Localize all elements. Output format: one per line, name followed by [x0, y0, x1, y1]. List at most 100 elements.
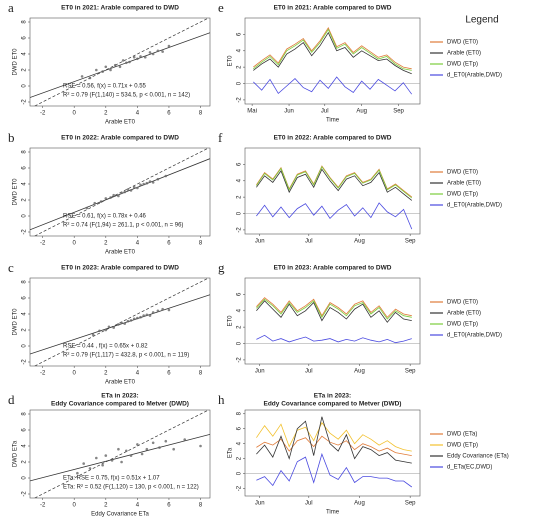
plot-frame [244, 17, 421, 105]
legend-label: Eddy Covariance (ETa) [447, 454, 509, 460]
y-tick-label: 0 [237, 341, 243, 345]
x-tick-label: Jul [305, 501, 313, 507]
series-line [253, 26, 412, 70]
legend-label: d_ET0(Arable,DWD) [447, 73, 502, 79]
plot-layer [30, 148, 210, 236]
point [123, 190, 127, 194]
point [104, 454, 108, 457]
plot-frame [244, 277, 421, 365]
y-tick-label: -2 [22, 491, 28, 497]
point [85, 206, 89, 210]
point [129, 454, 133, 457]
x-tick-label: Jun [284, 109, 294, 115]
y-tick-label: 2 [237, 65, 243, 69]
point [139, 315, 142, 319]
legend-title: Legend [465, 15, 498, 26]
point [82, 462, 85, 465]
plot-frame [244, 409, 421, 497]
x-tick-label: Aug [356, 109, 367, 115]
point [120, 191, 123, 195]
annotation: RSE = 0.44 , f(x) = 0.65x + 0.82 [63, 344, 148, 350]
plot-layer [245, 165, 420, 230]
x-tick-label: 8 [199, 503, 203, 509]
point [117, 194, 120, 198]
y-axis-label: DWD ETa [13, 440, 19, 467]
x-axis-label: Eddy Covariance ETa [91, 512, 149, 518]
x-tick-label: 6 [167, 371, 171, 377]
x-tick-label: 4 [136, 111, 140, 117]
legend-label: Arable (ET0) [447, 181, 481, 187]
x-tick-label: 4 [136, 371, 140, 377]
point [112, 326, 115, 329]
x-tick-label: 6 [167, 503, 171, 509]
x-tick-label: 0 [73, 111, 77, 117]
legend-label: DWD (ETp) [447, 322, 478, 328]
x-tick-label: Jul [305, 239, 313, 245]
y-tick-label: -2 [237, 485, 243, 491]
fit-line [30, 32, 210, 98]
y-tick-label: 6 [237, 426, 243, 430]
point [140, 452, 144, 456]
point [139, 55, 142, 58]
chart-title: ET0 in 2021: Arable compared to DWD [61, 5, 179, 12]
point [113, 63, 117, 67]
plot-frame [29, 409, 211, 499]
point [125, 449, 128, 453]
series-line [256, 165, 413, 199]
legend-label: d_ET0(Arable,DWD) [447, 203, 502, 209]
y-tick-label: 6 [237, 32, 243, 36]
x-tick-label: 0 [73, 371, 77, 377]
chart-subtitle: Eddy Covariance compared to Metver (DWD) [51, 401, 189, 408]
y-tick-label: 0 [237, 211, 243, 215]
x-axis-label: Time [326, 510, 340, 516]
series-line [253, 76, 413, 95]
series-line [253, 31, 412, 75]
panel-label: b [8, 130, 15, 145]
point [110, 459, 114, 462]
point [156, 49, 160, 53]
panel-label: h [218, 392, 225, 407]
panel-label: c [8, 260, 14, 275]
point [88, 76, 92, 80]
series-line [256, 168, 413, 201]
point [161, 307, 164, 311]
plot-frame [29, 17, 211, 107]
x-tick-label: -2 [40, 111, 46, 117]
legend-label: Arable (ET0) [447, 311, 481, 317]
fit-line [30, 433, 210, 482]
point [129, 189, 133, 192]
y-tick-label: 8 [22, 280, 28, 284]
identity-line [34, 410, 209, 498]
y-tick-label: 2 [237, 456, 243, 460]
x-tick-label: 6 [167, 241, 171, 247]
legend-label: DWD (ET0) [447, 300, 478, 306]
y-tick-label: 4 [22, 52, 28, 56]
chart-title: ET0 in 2023: Arable compared to DWD [61, 265, 179, 272]
point [125, 61, 128, 65]
panel-label: f [218, 130, 223, 145]
y-tick-label: 4 [22, 444, 28, 448]
chart-subtitle: Eddy Covariance compared to Metver (DWD) [264, 401, 402, 408]
annotation: R² = 0.74 (F(1,94) = 261.1, p < 0.001, n… [63, 223, 183, 229]
point [172, 447, 175, 451]
point [148, 180, 152, 183]
y-tick-label: 2 [237, 195, 243, 199]
point [101, 463, 104, 467]
plot-frame [244, 147, 421, 235]
y-tick-label: 0 [237, 471, 243, 475]
point [132, 185, 136, 189]
chart-title: ET0 in 2022: Arable compared to DWD [274, 135, 392, 142]
point [145, 181, 149, 185]
x-tick-label: Jul [305, 369, 313, 375]
y-tick-label: 6 [22, 428, 28, 432]
series-line [256, 435, 412, 456]
chart-title: ETa in 2023: [314, 393, 351, 400]
legend-label: DWD (ETp) [447, 192, 478, 198]
x-axis-label: Arable ET0 [105, 380, 136, 386]
chart-title: ETa in 2023: [101, 393, 138, 400]
x-tick-label: Jul [321, 109, 329, 115]
point [143, 55, 147, 59]
plot-layer [245, 297, 420, 344]
point [88, 467, 92, 470]
y-axis-label: DWD ET0 [13, 48, 19, 76]
